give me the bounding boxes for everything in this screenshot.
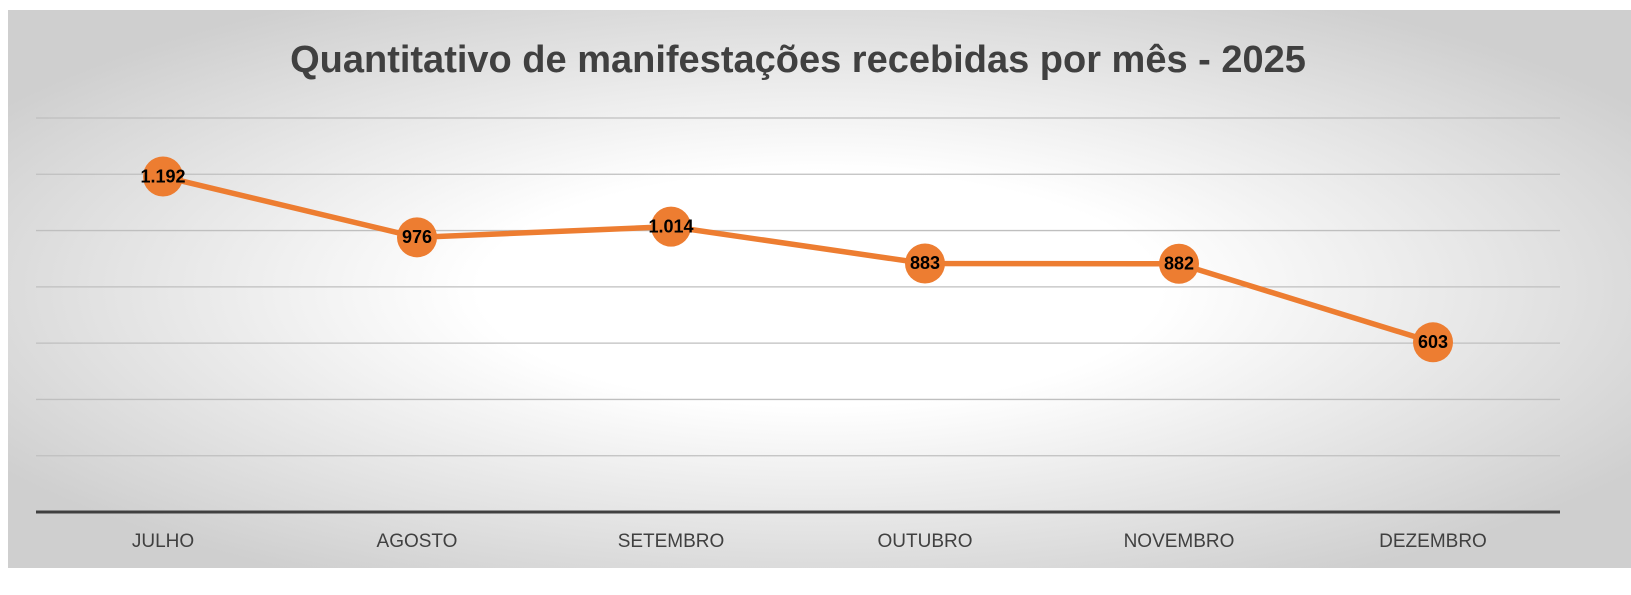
- marker: [651, 206, 691, 247]
- x-tick-label: JULHO: [132, 531, 194, 552]
- x-tick-label: SETEMBRO: [618, 531, 725, 552]
- x-tick-label: DEZEMBRO: [1379, 531, 1487, 552]
- chart-title: Quantitativo de manifestações recebidas …: [290, 39, 1306, 81]
- data-label: 1.192: [140, 166, 185, 186]
- marker: [1413, 322, 1453, 363]
- data-label: 1.014: [648, 216, 693, 236]
- data-label: 976: [402, 227, 432, 247]
- data-label: 603: [1418, 332, 1448, 352]
- data-label: 882: [1164, 254, 1194, 274]
- x-tick-label: OUTUBRO: [878, 531, 973, 552]
- data-label: 883: [910, 253, 940, 273]
- marker: [905, 243, 945, 284]
- line: [162, 173, 1434, 345]
- chart-background: [8, 10, 1631, 568]
- x-tick-label: NOVEMBRO: [1124, 531, 1235, 552]
- marker: [1159, 243, 1199, 284]
- marker: [143, 156, 183, 197]
- marker: [397, 217, 437, 258]
- x-tick-label: AGOSTO: [377, 531, 458, 552]
